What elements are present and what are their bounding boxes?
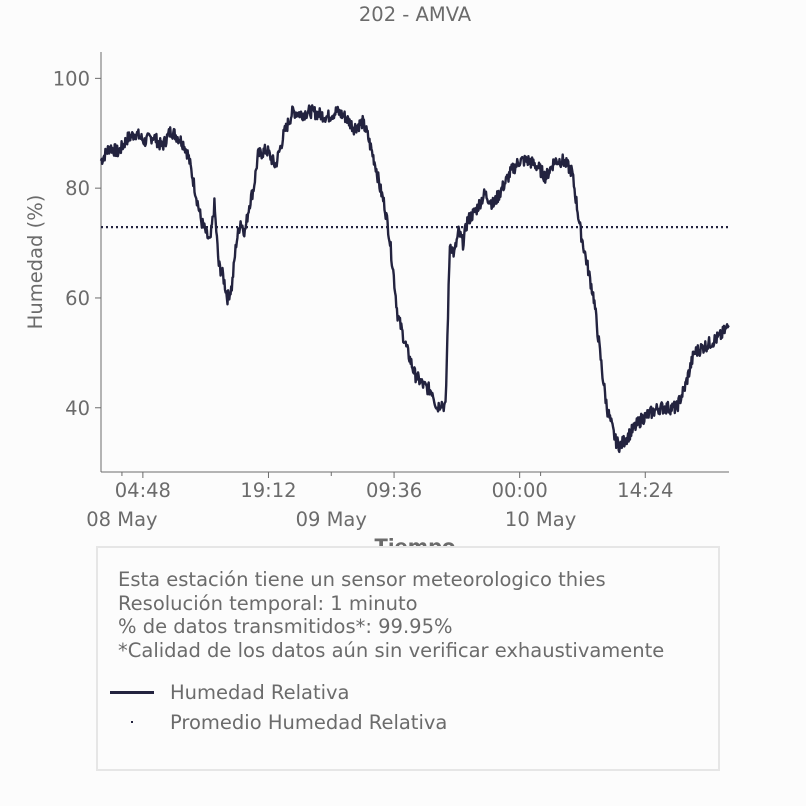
series-layer [99, 104, 730, 454]
y-tick-label: 100 [53, 67, 90, 90]
station-info: Esta estación tiene un sensor meteorolog… [118, 568, 664, 662]
y-axis-label: Humedad (%) [24, 195, 47, 330]
legend-line-marker [110, 678, 156, 706]
legend-label-humedad: Humedad Relativa [170, 680, 350, 704]
x-tick-label-date: 10 May [505, 508, 576, 531]
x-tick-label-time: 19:12 [240, 479, 296, 502]
humidity-chart: 202 - AMVA Humedad (%) Tiempo 406080100 … [24, 3, 730, 558]
info-line-sensor: Esta estación tiene un sensor meteorolog… [118, 568, 606, 591]
y-axis: 40 60 80 100 [53, 52, 102, 472]
legend-item-humedad: Humedad Relativa [110, 678, 350, 706]
x-tick-label-date: 09 May [296, 508, 367, 531]
legend-box: Esta estación tiene un sensor meteorolog… [96, 546, 720, 771]
x-tick-label-date: 08 May [86, 508, 157, 531]
info-line-transmitted: % de datos transmitidos*: 99.95% [118, 615, 453, 638]
x-tick-label-time: 04:48 [115, 479, 171, 502]
info-line-resolution: Resolución temporal: 1 minuto [118, 591, 418, 615]
legend-dot-marker [110, 708, 156, 736]
y-tick-label: 80 [65, 177, 90, 200]
chart-title: 202 - AMVA [359, 3, 472, 26]
legend-item-promedio: Promedio Humedad Relativa [110, 708, 447, 736]
x-tick-label-time: 00:00 [492, 479, 548, 502]
x-axis: 04:48 19:12 09:36 00:00 14:24 08 May 09 May 10 … [86, 471, 729, 531]
x-tick-label-time: 14:24 [617, 479, 673, 502]
info-line-quality: *Calidad de los datos aún sin verificar … [118, 638, 665, 662]
y-tick-label: 40 [65, 397, 90, 420]
series-line-humedad [99, 104, 730, 454]
legend-label-promedio: Promedio Humedad Relativa [170, 710, 448, 734]
x-tick-label-time: 09:36 [366, 479, 422, 502]
y-tick-label: 60 [65, 287, 90, 310]
